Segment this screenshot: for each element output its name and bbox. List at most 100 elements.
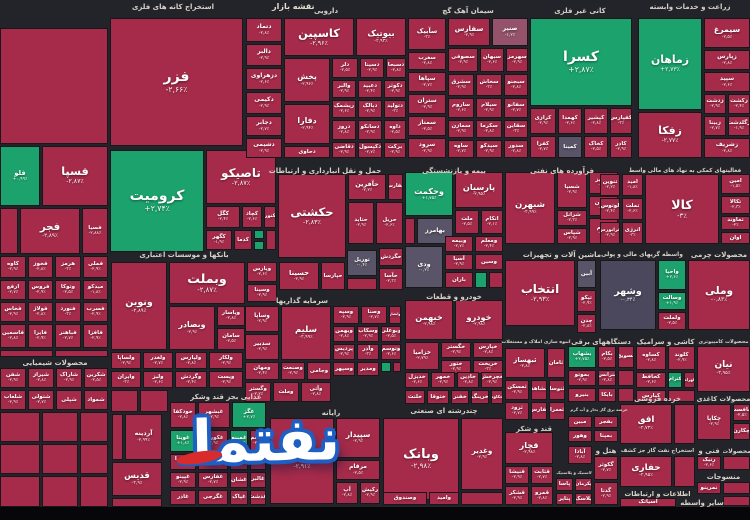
tile[interactable]: وبصادر -۲,۹٪ (169, 306, 215, 350)
tile[interactable]: حپارسا (321, 262, 345, 290)
tile[interactable]: لوتوس -۲,۴٪ (600, 198, 620, 220)
tile[interactable]: وسالت +۱,۹٪ (658, 292, 686, 310)
tile[interactable]: دجابر -۲,۷٪ (246, 116, 282, 136)
tile[interactable] (254, 230, 264, 239)
tile[interactable]: کالا -۳٪ (645, 174, 719, 244)
tile[interactable]: کرومیت +۲,۷۴٪ (110, 150, 204, 252)
tile[interactable]: وشهر -۰,۳۴٪ (600, 260, 656, 330)
tile[interactable]: سشرق -۲,۹٪ (448, 74, 474, 96)
tile[interactable]: سرود -۲,۹٪ (408, 138, 446, 158)
tile[interactable]: شسپا -۲,۹٪ (557, 172, 587, 208)
tile[interactable] (405, 218, 415, 244)
tile[interactable]: حفاری -۲,۹۵٪ (620, 456, 672, 487)
tile[interactable]: دلر -۲,۵٪ (332, 58, 358, 78)
tile[interactable]: مبین (568, 416, 592, 428)
tile[interactable]: وساپا -۲,۹٪ (245, 306, 279, 332)
tile[interactable]: باران (445, 272, 473, 288)
tile[interactable]: خرینگ (471, 390, 489, 404)
tile[interactable]: فسپا -۲,۸۷٪ (42, 146, 108, 206)
tile[interactable] (112, 498, 162, 507)
tile[interactable]: غپینو -۲,۹٪ (170, 472, 196, 488)
tile[interactable]: زدشت -۲,۹٪ (704, 94, 726, 114)
tile[interactable]: وبانک -۲,۹۸٪ (383, 418, 459, 500)
tile[interactable] (668, 390, 695, 402)
tile[interactable]: بشهاب +۲,۷۵٪ (568, 346, 596, 368)
tile[interactable]: ثفارس (531, 402, 547, 420)
tile[interactable]: انتخاب -۲,۹۳٪ (505, 260, 575, 326)
tile[interactable]: وتوکا -۲,۵٪ (55, 280, 81, 300)
tile[interactable]: زگلدشت -۱,۹٪ (728, 116, 750, 136)
tile[interactable]: پاسا (556, 478, 573, 491)
tile[interactable]: برکت -۲,۹٪ (384, 142, 406, 158)
tile[interactable]: غپاک (230, 490, 248, 505)
tile[interactable]: زماهان +۲,۷۳٪ (638, 18, 702, 110)
tile[interactable]: بایکا (598, 388, 616, 402)
tile[interactable]: ولغدر -۲,۷٪ (143, 352, 173, 369)
tile[interactable]: دسبحا -۲,۸٪ (386, 58, 406, 78)
tile[interactable]: ثبهساز -۲,۸٪ (505, 348, 545, 378)
tile[interactable]: شتولی -۲,۷٪ (28, 390, 54, 410)
tile[interactable]: سیدکو -۲,۹٪ (476, 140, 502, 158)
tile[interactable]: حسینا -۲,۹٪ (279, 262, 319, 290)
tile[interactable]: سپیدار -۲,۹٪ (336, 418, 380, 458)
tile[interactable]: خپارس -۲,۸٪ (473, 342, 503, 358)
tile[interactable]: سصوفی -۲,۹٪ (448, 48, 478, 72)
tile[interactable]: کترام (668, 372, 682, 388)
tile[interactable]: ثمسکن -۲,۹٪ (505, 380, 529, 400)
tile[interactable]: خمهر -۲,۹٪ (431, 372, 455, 388)
tile[interactable] (42, 444, 78, 474)
tile[interactable]: دحاوی (284, 146, 330, 158)
tile[interactable]: حتاید -۲,۹٪ (348, 202, 374, 244)
tile[interactable]: کاسپین -۲,۹۶٪ (284, 18, 354, 56)
tile[interactable]: والبر -۲,۹٪ (332, 80, 356, 98)
tile[interactable] (723, 482, 750, 494)
tile[interactable] (618, 388, 634, 402)
tile[interactable]: بترانس -۲,۸٪ (598, 370, 616, 386)
tile[interactable]: تاصیکو -۲,۸۷٪ (206, 150, 276, 204)
tile[interactable]: کفرا -۲,۷٪ (530, 136, 556, 158)
tile[interactable]: غشهد (230, 454, 248, 470)
tile[interactable]: توریل -۰,۴٪ (347, 250, 377, 276)
tile[interactable] (0, 208, 18, 254)
tile[interactable]: ومهان -۲,۴٪ (245, 362, 279, 380)
tile[interactable] (266, 230, 276, 250)
tile[interactable]: تماوند -۲٪ (721, 216, 750, 230)
tile[interactable]: فسیا -۲,۸۸٪ (82, 208, 108, 254)
tile[interactable]: حآفرین -۲,۲٪ (348, 174, 386, 200)
tile[interactable]: وملی -۰,۸۳٪ (688, 260, 750, 330)
tile[interactable]: شاراک -۲,۹٪ (56, 368, 82, 388)
tile[interactable] (42, 412, 78, 442)
tile[interactable]: بهپاک -۲,۸٪ (198, 454, 228, 470)
tile[interactable]: غگز +۲,۷٪ (232, 402, 266, 428)
tile[interactable]: فزر -۲,۶۶٪ (110, 18, 243, 146)
tile[interactable]: کحافظ -۲,۶٪ (636, 372, 666, 388)
tile[interactable]: فلو +۰,۹۹٪ (0, 146, 40, 206)
tile[interactable]: حریل -۲,۶٪ (376, 202, 403, 244)
tile[interactable]: بموتو -۲,۹٪ (568, 370, 596, 386)
tile[interactable] (111, 390, 138, 412)
tile[interactable]: فباهنر -۲,۷٪ (55, 324, 81, 348)
tile[interactable]: واحیا +۲,۶٪ (658, 260, 686, 290)
tile[interactable]: حآسا -۲,۳٪ (379, 268, 403, 290)
tile[interactable]: تپکو -۲,۹٪ (577, 290, 596, 312)
tile[interactable]: زفکا -۲,۷۷٪ (638, 112, 702, 158)
tile[interactable]: ثرود -۲,۷٪ (505, 402, 529, 420)
tile[interactable] (140, 390, 168, 412)
tile[interactable]: شپلی (56, 390, 82, 410)
tile[interactable]: سپاها -۲,۷٪ (408, 72, 446, 92)
tile[interactable]: چدن -۲,۸٪ (577, 314, 596, 333)
tile[interactable]: غمینو +۱,۲٪ (230, 430, 248, 452)
tile[interactable] (0, 444, 40, 474)
tile[interactable]: وبهمن -۲,۸٪ (333, 326, 355, 342)
tile[interactable]: شکربن -۲,۵٪ (84, 368, 108, 388)
tile[interactable]: ساوه -۲,۷٪ (448, 140, 474, 158)
tile[interactable] (80, 444, 108, 474)
tile[interactable]: وصنا -۲,۷٪ (361, 306, 387, 324)
tile[interactable]: انرژی -۳٪ (622, 222, 643, 244)
tile[interactable]: غگرجی (198, 490, 228, 505)
tile[interactable]: حکشتی -۲,۸۳٪ (278, 174, 346, 258)
tile[interactable]: آپ -۲,۸٪ (336, 482, 358, 504)
tile[interactable] (112, 414, 123, 460)
tile[interactable]: زکشت -۲,۴٪ (728, 94, 750, 114)
tile[interactable]: ملت -۲,۵٪ (455, 210, 479, 234)
